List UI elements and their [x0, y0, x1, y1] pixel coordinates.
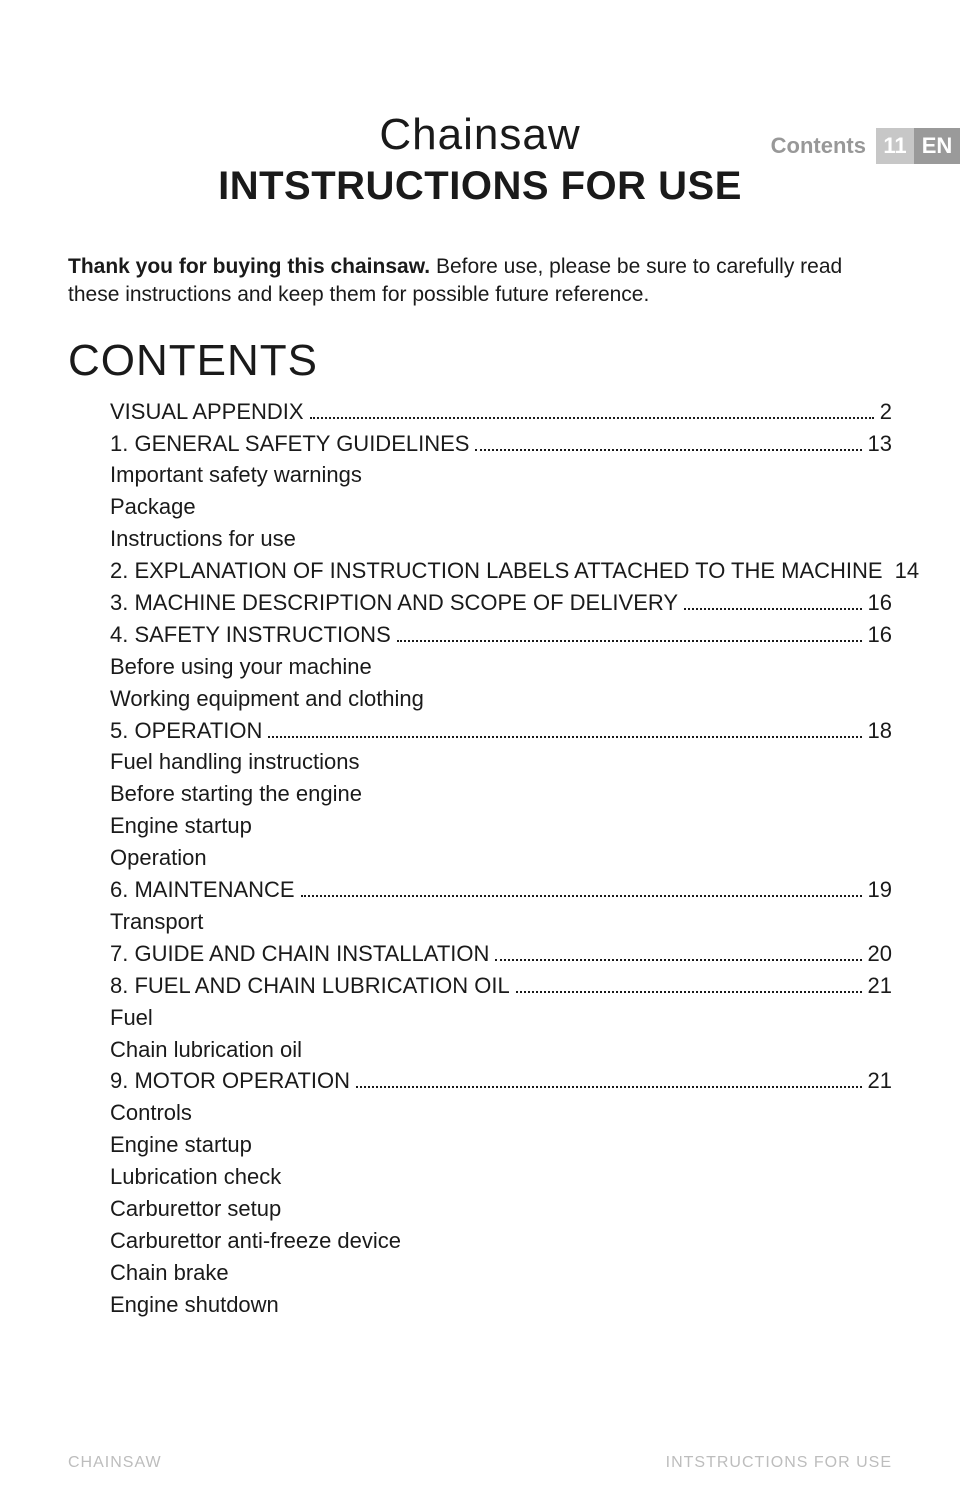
title-instructions: INTSTRUCTIONS FOR USE: [68, 164, 892, 209]
toc-leader-dots: [310, 417, 874, 419]
toc-entry: 9. MOTOR OPERATION 21: [110, 1065, 892, 1097]
toc-entry-label: 5. OPERATION: [110, 715, 262, 747]
toc-subentry: Before starting the engine: [110, 778, 892, 810]
header-strip: Contents 11 EN: [771, 128, 960, 164]
toc-entry-page: 19: [868, 874, 892, 906]
toc-subentry: Before using your machine: [110, 651, 892, 683]
table-of-contents: VISUAL APPENDIX21. GENERAL SAFETY GUIDEL…: [68, 396, 892, 1321]
toc-subentry: Important safety warnings: [110, 459, 892, 491]
toc-entry-page: 21: [868, 970, 892, 1002]
toc-leader-dots: [475, 449, 861, 451]
footer: CHAINSAW INTSTRUCTIONS FOR USE: [68, 1454, 960, 1472]
toc-subentry: Fuel handling instructions: [110, 746, 892, 778]
toc-entry: 3. MACHINE DESCRIPTION AND SCOPE OF DELI…: [110, 587, 892, 619]
toc-entry: 2. EXPLANATION OF INSTRUCTION LABELS ATT…: [110, 555, 892, 587]
toc-leader-dots: [516, 991, 862, 993]
toc-subentry: Carburettor setup: [110, 1193, 892, 1225]
header-section-label: Contents: [771, 133, 866, 159]
toc-entry-label: 2. EXPLANATION OF INSTRUCTION LABELS ATT…: [110, 555, 883, 587]
toc-entry: 8. FUEL AND CHAIN LUBRICATION OIL 21: [110, 970, 892, 1002]
contents-heading: CONTENTS: [68, 336, 892, 386]
toc-entry-page: 21: [868, 1065, 892, 1097]
toc-entry-page: 18: [868, 715, 892, 747]
toc-subentry: Engine startup: [110, 810, 892, 842]
toc-entry-label: 3. MACHINE DESCRIPTION AND SCOPE OF DELI…: [110, 587, 678, 619]
intro-bold: Thank you for buying this chainsaw.: [68, 255, 430, 278]
toc-leader-dots: [495, 959, 861, 961]
toc-subentry: Engine startup: [110, 1129, 892, 1161]
toc-entry-label: VISUAL APPENDIX: [110, 396, 304, 428]
toc-entry: 1. GENERAL SAFETY GUIDELINES 13: [110, 428, 892, 460]
toc-entry-page: 16: [868, 619, 892, 651]
toc-entry: 7. GUIDE AND CHAIN INSTALLATION 20: [110, 938, 892, 970]
toc-subentry: Transport: [110, 906, 892, 938]
toc-subentry: Carburettor anti-freeze device: [110, 1225, 892, 1257]
toc-entry: 4. SAFETY INSTRUCTIONS 16: [110, 619, 892, 651]
toc-entry-label: 9. MOTOR OPERATION: [110, 1065, 350, 1097]
toc-subentry: Fuel: [110, 1002, 892, 1034]
toc-entry-page: 16: [868, 587, 892, 619]
toc-subentry: Package: [110, 491, 892, 523]
toc-leader-dots: [684, 608, 861, 610]
toc-entry-page: 2: [880, 396, 892, 428]
footer-left: CHAINSAW: [68, 1454, 162, 1472]
toc-entry-label: 8. FUEL AND CHAIN LUBRICATION OIL: [110, 970, 510, 1002]
toc-entry-page: 13: [868, 428, 892, 460]
toc-entry: 6. MAINTENANCE 19: [110, 874, 892, 906]
page: Contents 11 EN Chainsaw INTSTRUCTIONS FO…: [0, 110, 960, 1504]
toc-entry-label: 4. SAFETY INSTRUCTIONS: [110, 619, 391, 651]
toc-entry-label: 7. GUIDE AND CHAIN INSTALLATION: [110, 938, 489, 970]
toc-subentry: Working equipment and clothing: [110, 683, 892, 715]
toc-entry: 5. OPERATION 18: [110, 715, 892, 747]
title-product: Chainsaw: [68, 110, 892, 160]
title-block: Chainsaw INTSTRUCTIONS FOR USE: [68, 110, 892, 209]
toc-subentry: Lubrication check: [110, 1161, 892, 1193]
toc-entry-page: 20: [868, 938, 892, 970]
toc-entry-page: 14: [895, 555, 919, 587]
toc-subentry: Chain lubrication oil: [110, 1034, 892, 1066]
toc-subentry: Operation: [110, 842, 892, 874]
toc-leader-dots: [397, 640, 862, 642]
intro-paragraph: Thank you for buying this chainsaw. Befo…: [68, 253, 892, 310]
toc-subentry: Instructions for use: [110, 523, 892, 555]
toc-entry-label: 6. MAINTENANCE: [110, 874, 295, 906]
toc-subentry: Chain brake: [110, 1257, 892, 1289]
footer-right: INTSTRUCTIONS FOR USE: [666, 1454, 892, 1472]
header-language-badge: EN: [914, 128, 960, 164]
toc-leader-dots: [356, 1086, 862, 1088]
toc-leader-dots: [301, 895, 862, 897]
toc-entry-label: 1. GENERAL SAFETY GUIDELINES: [110, 428, 469, 460]
toc-subentry: Engine shutdown: [110, 1289, 892, 1321]
toc-subentry: Controls: [110, 1097, 892, 1129]
toc-entry: VISUAL APPENDIX 2: [110, 396, 892, 428]
toc-leader-dots: [268, 736, 861, 738]
header-page-number: 11: [876, 128, 914, 164]
